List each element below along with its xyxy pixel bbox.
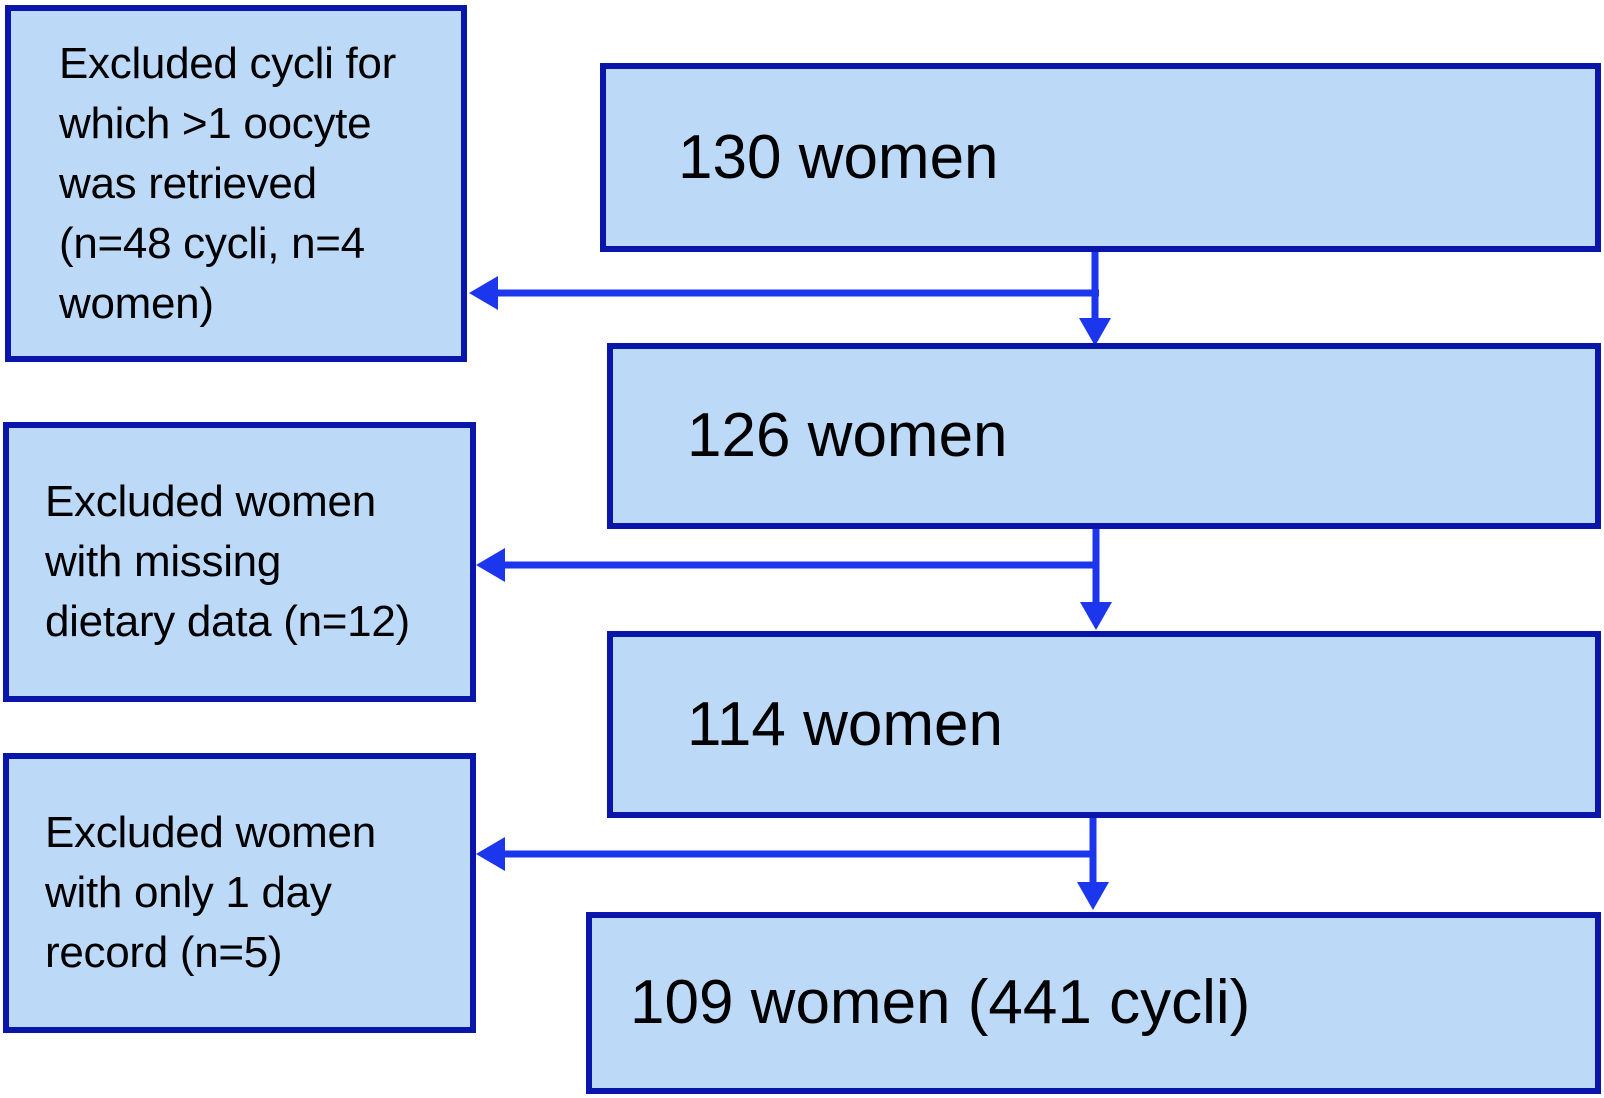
box-114-women-label: 114 women bbox=[687, 689, 1003, 759]
arrow-left-head-1-icon bbox=[469, 276, 498, 310]
arrow-branch-excluded-one-day bbox=[476, 837, 1096, 871]
box-109-women-label: 109 women (441 cycli) bbox=[630, 968, 1251, 1037]
arrow-left-head-2-icon bbox=[476, 548, 505, 582]
box-excluded-one-day-label: Excluded women with only 1 day record (n… bbox=[45, 808, 376, 977]
arrow-130-to-126 bbox=[1079, 249, 1111, 346]
box-114-women: 114 women bbox=[607, 631, 1601, 818]
arrow-branch-excluded-oocyte bbox=[469, 276, 1099, 310]
box-126-women-label: 126 women bbox=[687, 401, 1008, 470]
arrow-down-head-3-icon bbox=[1077, 882, 1109, 910]
box-excluded-oocyte-label: Excluded cycli for which >1 oocyte was r… bbox=[59, 38, 396, 328]
box-excluded-oocyte: Excluded cycli for which >1 oocyte was r… bbox=[5, 5, 467, 362]
box-excluded-dietary-label: Excluded women with missing dietary data… bbox=[45, 477, 410, 646]
arrow-114-to-109 bbox=[1077, 815, 1109, 910]
arrow-branch-excluded-dietary bbox=[476, 548, 1099, 582]
box-excluded-dietary: Excluded women with missing dietary data… bbox=[3, 422, 476, 702]
arrow-126-to-114 bbox=[1080, 526, 1112, 630]
box-109-women: 109 women (441 cycli) bbox=[586, 912, 1601, 1094]
arrow-down-head-1-icon bbox=[1079, 318, 1111, 346]
box-130-women: 130 women bbox=[600, 63, 1601, 252]
box-excluded-one-day: Excluded women with only 1 day record (n… bbox=[3, 753, 476, 1033]
box-130-women-label: 130 women bbox=[678, 122, 999, 192]
arrow-down-head-2-icon bbox=[1080, 602, 1112, 630]
box-126-women: 126 women bbox=[607, 343, 1601, 529]
arrow-left-head-3-icon bbox=[476, 837, 505, 871]
